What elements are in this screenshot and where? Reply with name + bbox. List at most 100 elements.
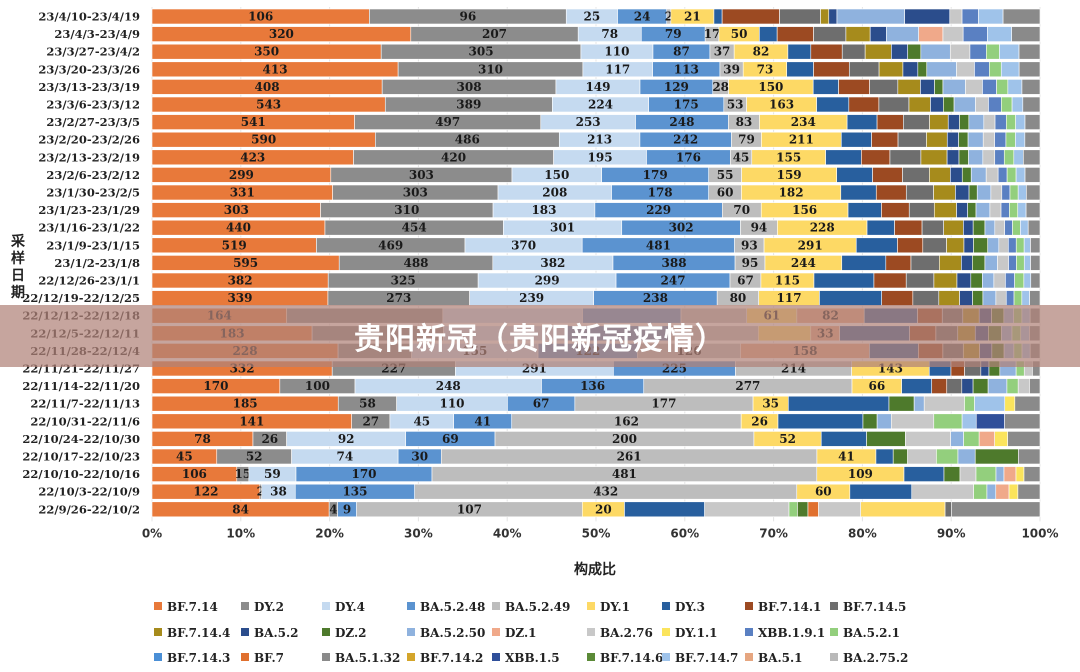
bar-segment — [902, 114, 930, 130]
data-label: 440 — [226, 221, 251, 235]
data-label: 213 — [587, 133, 612, 147]
bar-segment — [869, 26, 887, 42]
bar-segment — [961, 8, 979, 25]
bar-segment — [946, 149, 960, 166]
bar-segment — [812, 79, 839, 95]
bar-segment — [1004, 413, 1041, 430]
data-label: 155 — [776, 150, 801, 164]
bar-segment — [1007, 431, 1041, 447]
bar-segment — [918, 26, 944, 42]
data-label: 170 — [351, 467, 376, 481]
data-label: 420 — [441, 150, 466, 164]
data-label: 541 — [241, 115, 266, 129]
bar-segment — [963, 219, 974, 236]
bar-segment — [1022, 96, 1041, 113]
bar-segment — [972, 290, 984, 306]
data-label: 177 — [651, 397, 676, 411]
bar-segment — [872, 167, 903, 183]
data-label: 331 — [230, 186, 255, 200]
bar-segment — [624, 501, 705, 518]
bar-row: 45 52 74 30 261 41 — [151, 448, 1041, 465]
data-label: 497 — [435, 115, 460, 129]
bar-row: 595 488 382 388 95 244 — [151, 255, 1041, 271]
bar-segment — [969, 43, 987, 60]
y-tick-label: 23/3/13-23/3/19 — [38, 80, 140, 94]
data-label: 170 — [203, 379, 228, 393]
bar-row: 331 303 208 178 60 182 — [151, 184, 1041, 201]
data-label: 370 — [511, 238, 536, 252]
legend-swatch — [154, 653, 162, 661]
bar-segment — [968, 184, 978, 201]
bar-segment — [931, 378, 948, 394]
bar-segment — [986, 43, 1000, 60]
data-label: 413 — [263, 62, 288, 76]
x-axis-title: 构成比 — [574, 561, 616, 578]
data-label: 224 — [588, 98, 613, 112]
bar-segment — [1004, 395, 1016, 412]
bar-segment — [901, 378, 933, 394]
bar-segment — [894, 219, 923, 236]
bar-segment — [878, 61, 904, 78]
data-label: 185 — [233, 397, 258, 411]
data-label: 242 — [673, 133, 698, 147]
legend-swatch — [492, 602, 500, 610]
bar-segment — [946, 378, 963, 394]
bar-segment — [1002, 8, 1041, 25]
bar-segment — [1029, 378, 1041, 394]
legend-item: BF.7.14.7 — [662, 651, 738, 665]
bar-segment — [951, 501, 1041, 518]
bar-segment — [934, 79, 944, 95]
bar-segment — [997, 255, 1009, 271]
data-label: 93 — [741, 238, 758, 252]
data-label: 53 — [727, 98, 744, 112]
legend-item: BA.2.75.2 — [830, 651, 908, 665]
bar-segment — [873, 272, 907, 289]
data-label: 45 — [413, 414, 430, 428]
bar-segment — [848, 61, 880, 78]
bar-segment — [721, 8, 780, 25]
data-label: 423 — [240, 150, 265, 164]
y-tick-label: 23/1/2-23/1/8 — [54, 256, 140, 270]
x-tick-label: 10% — [226, 526, 255, 540]
bar-row: 320 207 78 79 17 50 — [151, 26, 1041, 42]
legend-item: DZ.1 — [492, 626, 536, 640]
bar-segment — [1023, 149, 1041, 166]
legend-label: DY.4 — [335, 600, 365, 614]
bar-row: 423 420 195 176 45 155 — [151, 149, 1041, 166]
data-label: 73 — [757, 62, 774, 76]
bar-segment — [968, 149, 984, 166]
bar-segment — [807, 501, 819, 518]
banner-title: 贵阳新冠（贵阳新冠疫情） — [354, 322, 726, 357]
data-label: 2 — [665, 10, 673, 24]
bar-segment — [1000, 202, 1010, 218]
data-label: 24 — [634, 10, 651, 24]
y-tick-label: 23/1/9-23/1/15 — [46, 238, 140, 252]
bar-segment — [946, 131, 959, 148]
bar-segment — [961, 413, 977, 430]
legend-label: BF.7.14.6 — [600, 651, 663, 665]
bar-segment — [973, 483, 988, 500]
x-tick-label: 20% — [315, 526, 344, 540]
data-label: 95 — [742, 256, 759, 270]
data-label: 17 — [704, 27, 721, 41]
bar-segment — [970, 167, 987, 183]
y-tick-label: 23/2/6-23/2/12 — [46, 168, 140, 182]
title-banner: 贵阳新冠（贵阳新冠疫情） — [0, 305, 1080, 367]
bar-row: 408 308 149 129 28 150 — [151, 79, 1041, 95]
data-label: 291 — [798, 238, 823, 252]
bar-segment — [961, 255, 973, 271]
bar-segment — [967, 202, 977, 218]
bar-segment — [933, 413, 963, 430]
x-tick-label: 80% — [848, 526, 877, 540]
y-axis-title-char: 样 — [11, 250, 25, 267]
data-label: 96 — [459, 10, 476, 24]
bar-segment — [982, 290, 997, 306]
legend-swatch — [745, 602, 753, 610]
y-tick-label: 22/10/10-22/10/16 — [22, 467, 140, 481]
bar-segment — [1009, 184, 1019, 201]
bar-segment — [949, 8, 963, 25]
bar-segment — [994, 219, 1005, 236]
y-tick-label: 23/2/13-23/2/19 — [38, 150, 140, 164]
bar-segment — [983, 114, 996, 130]
